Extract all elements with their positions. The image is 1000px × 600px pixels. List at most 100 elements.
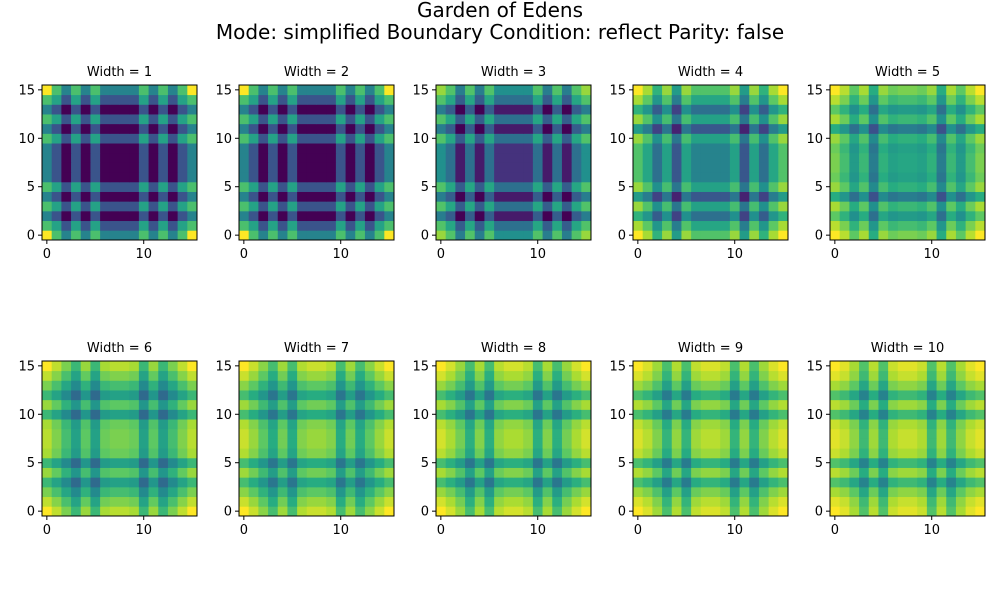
heatmap-cell: [739, 370, 750, 381]
heatmap-cell: [80, 399, 91, 410]
heatmap-cell: [248, 220, 259, 231]
heatmap-cell: [662, 162, 673, 173]
heatmap-cell: [581, 181, 592, 192]
heatmap-cell: [51, 486, 62, 498]
heatmap-cell: [364, 181, 376, 192]
heatmap-cell: [384, 201, 395, 212]
heatmap-cell: [51, 409, 62, 420]
heatmap-cell: [148, 438, 159, 449]
heatmap-cell: [965, 133, 976, 144]
heatmap-cell: [248, 181, 259, 192]
heatmap-cell: [917, 457, 928, 468]
heatmap-cell: [642, 152, 653, 163]
heatmap-cell: [532, 438, 543, 449]
heatmap-cell: [384, 114, 395, 125]
heatmap-cell: [907, 390, 918, 401]
heatmap-cell: [671, 94, 682, 105]
heatmap-cell: [523, 210, 534, 222]
heatmap-cell: [187, 361, 198, 372]
heatmap-cell: [268, 104, 279, 115]
heatmap-cell: [71, 172, 82, 183]
heatmap-cell: [571, 419, 582, 430]
heatmap-cell: [552, 467, 563, 478]
heatmap-cell: [897, 477, 908, 488]
heatmap-cell: [681, 380, 692, 391]
heatmap-cell: [474, 496, 485, 507]
heatmap-cell: [158, 94, 169, 105]
heatmap-cell: [71, 399, 82, 410]
heatmap-cell: [306, 506, 317, 517]
heatmap-cell: [671, 486, 682, 498]
heatmap-cell: [445, 123, 456, 134]
heatmap-cell: [297, 133, 308, 144]
heatmap-cell: [258, 467, 269, 478]
heatmap-cell: [671, 477, 682, 488]
heatmap-cell: [474, 210, 485, 222]
heatmap-cell: [268, 448, 279, 459]
heatmap-cell: [335, 390, 346, 401]
heatmap-cell: [975, 506, 986, 517]
heatmap-cell: [90, 390, 101, 401]
heatmap-cell: [768, 152, 779, 163]
heatmap-cell: [465, 230, 476, 241]
heatmap-cell: [749, 370, 760, 381]
heatmap-cell: [374, 361, 385, 372]
heatmap-cell: [691, 428, 702, 439]
heatmap-cell: [839, 467, 850, 478]
heatmap-cell: [758, 428, 770, 439]
heatmap-cell: [946, 438, 957, 449]
heatmap-cell: [474, 191, 485, 202]
heatmap-cell: [965, 496, 976, 507]
heatmap-cell: [90, 370, 101, 381]
heatmap-cell: [926, 133, 937, 144]
heatmap-cell: [167, 172, 179, 183]
heatmap-cell: [90, 104, 101, 115]
heatmap-cell: [326, 390, 337, 401]
heatmap-cell: [720, 467, 731, 478]
heatmap-cell: [129, 230, 140, 241]
heatmap-cell: [258, 201, 269, 212]
heatmap-cell: [158, 181, 169, 192]
heatmap-cell: [277, 370, 288, 381]
heatmap-cell: [306, 220, 317, 231]
heatmap-cell: [758, 409, 770, 420]
heatmap-cell: [849, 506, 860, 517]
heatmap-cell: [849, 123, 860, 134]
heatmap-cell: [739, 380, 750, 391]
heatmap-cell: [897, 85, 908, 96]
heatmap-cell: [258, 438, 269, 449]
heatmap-cell: [523, 448, 534, 459]
heatmap-cell: [61, 428, 72, 439]
heatmap-cell: [494, 201, 505, 212]
heatmap-cell: [532, 361, 543, 372]
heatmap-cell: [503, 220, 514, 231]
heatmap-cell: [849, 230, 860, 241]
heatmap-cell: [523, 477, 534, 488]
heatmap-cell: [364, 390, 376, 401]
heatmap-cell: [90, 496, 101, 507]
heatmap-cell: [561, 486, 573, 498]
heatmap-cell: [258, 390, 269, 401]
heatmap-cell: [691, 370, 702, 381]
heatmap-cell: [662, 370, 673, 381]
heatmap-cell: [158, 496, 169, 507]
heatmap-cell: [878, 143, 889, 154]
heatmap-cell: [849, 104, 860, 115]
heatmap-cell: [326, 133, 337, 144]
heatmap-cell: [965, 380, 976, 391]
heatmap-cell: [316, 428, 327, 439]
heatmap-cell: [917, 123, 928, 134]
heatmap-cell: [888, 133, 899, 144]
heatmap-cell: [552, 152, 563, 163]
heatmap-cell: [878, 85, 889, 96]
heatmap-cell: [503, 201, 514, 212]
heatmap-cell: [965, 506, 976, 517]
heatmap-cell: [326, 361, 337, 372]
heatmap-cell: [729, 380, 740, 391]
heatmap-cell: [888, 448, 899, 459]
heatmap-cell: [61, 172, 72, 183]
heatmap-cell: [384, 428, 395, 439]
heatmap-cell: [849, 457, 860, 468]
heatmap-cell: [662, 380, 673, 391]
heatmap-cell: [248, 94, 259, 105]
